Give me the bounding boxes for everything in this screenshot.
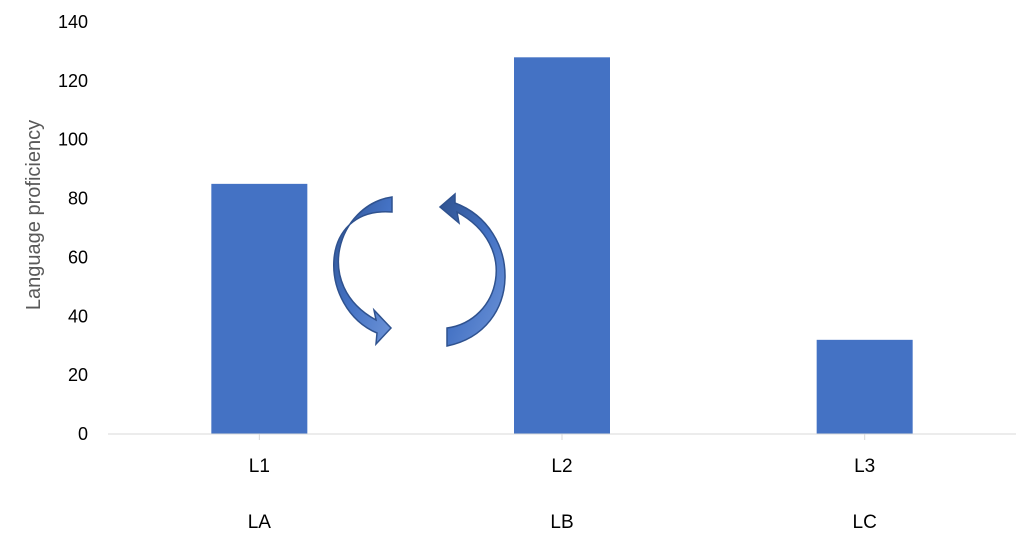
y-tick-label: 120 — [58, 71, 88, 91]
y-tick-label: 140 — [58, 12, 88, 32]
x-axis-ticks — [258, 434, 866, 440]
bar-l2 — [514, 57, 610, 435]
y-tick-label: 100 — [58, 130, 88, 150]
cycle-arrows-icon — [333, 192, 506, 347]
y-axis-title: Language proficiency — [23, 120, 45, 310]
y-tick-label: 60 — [68, 247, 88, 267]
x-tick-label: L1 — [249, 456, 270, 477]
y-tick-labels: 0 20 40 60 80 100 120 140 — [58, 12, 88, 444]
x-tick-sublabel: LB — [550, 512, 573, 533]
bars — [211, 57, 913, 435]
x-tick-label: L3 — [854, 456, 875, 477]
y-tick-label: 20 — [68, 365, 88, 385]
x-tick-sublabel: LC — [853, 512, 877, 533]
y-tick-label: 0 — [78, 424, 88, 444]
left-curved-arrow-icon — [333, 196, 393, 347]
x-category-labels: L1 LA L2 LB L3 LC — [248, 456, 877, 533]
x-tick-label: L2 — [551, 456, 572, 477]
y-tick-label: 40 — [68, 306, 88, 326]
y-tick-label: 80 — [68, 189, 88, 209]
bar-l1 — [211, 183, 308, 434]
bar-l3 — [816, 339, 913, 434]
right-curved-arrow-icon — [438, 192, 506, 347]
x-tick-sublabel: LA — [248, 512, 272, 533]
